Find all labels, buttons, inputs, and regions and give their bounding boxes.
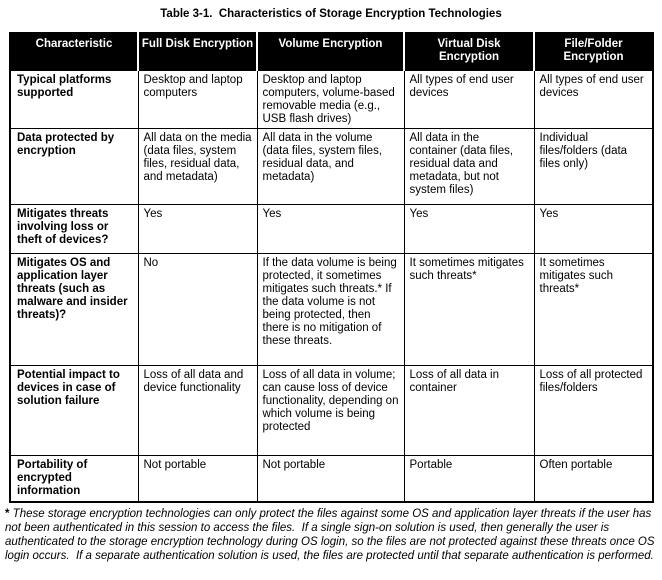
- table-cell: No: [137, 252, 258, 366]
- row-header-cell: Portability of encrypted information: [9, 454, 139, 503]
- table-cell: Portable: [403, 454, 535, 503]
- column-header-characteristic: Characteristic: [9, 32, 139, 71]
- table-cell: Loss of all data in container: [403, 364, 535, 456]
- table-row: Potential impact to devices in case of s…: [9, 364, 654, 456]
- table-row: Data protected by encryption All data on…: [9, 127, 654, 205]
- storage-encryption-table: Characteristic Full Disk Encryption Volu…: [9, 32, 654, 503]
- table-cell: Individual files/folders (data files onl…: [533, 127, 654, 205]
- column-header-volume-encryption: Volume Encryption: [256, 32, 405, 71]
- table-cell: All data in the volume (data files, syst…: [256, 127, 405, 205]
- row-header-cell: Mitigates threats involving loss or thef…: [9, 203, 139, 254]
- column-header-file-folder-encryption: File/Folder Encryption: [533, 32, 654, 71]
- table-cell: Desktop and laptop computers: [137, 69, 258, 129]
- row-header-cell: Typical platforms supported: [9, 69, 139, 129]
- table-cell: It sometimes mitigates such threats*: [403, 252, 535, 366]
- footnote-text: These storage encryption technologies ca…: [5, 508, 658, 562]
- column-header-virtual-disk-encryption: Virtual Disk Encryption: [403, 32, 535, 71]
- table-cell: All types of end user devices: [403, 69, 535, 129]
- table-row: Portability of encrypted information Not…: [9, 454, 654, 503]
- document-page: Table 3-1. Characteristics of Storage En…: [0, 8, 662, 580]
- row-header-cell: Data protected by encryption: [9, 127, 139, 205]
- table-cell: Yes: [403, 203, 535, 254]
- row-header-cell: Potential impact to devices in case of s…: [9, 364, 139, 456]
- table-cell: Not portable: [256, 454, 405, 503]
- table-row: Mitigates OS and application layer threa…: [9, 252, 654, 366]
- column-header-full-disk-encryption: Full Disk Encryption: [137, 32, 258, 71]
- table-cell: Loss of all data in volume; can cause lo…: [256, 364, 405, 456]
- row-header-cell: Mitigates OS and application layer threa…: [9, 252, 139, 366]
- table-cell: Not portable: [137, 454, 258, 503]
- table-cell: It sometimes mitigates such threats*: [533, 252, 654, 366]
- table-cell: All types of end user devices: [533, 69, 654, 129]
- table-cell: Yes: [256, 203, 405, 254]
- table-cell: If the data volume is being protected, i…: [256, 252, 405, 366]
- table-cell: Yes: [137, 203, 258, 254]
- table-cell: Desktop and laptop computers, volume-bas…: [256, 69, 405, 129]
- table-header: Characteristic Full Disk Encryption Volu…: [9, 32, 654, 71]
- table-cell: Often portable: [533, 454, 654, 503]
- table-cell: All data on the media (data files, syste…: [137, 127, 258, 205]
- footnote: * These storage encryption technologies …: [5, 507, 657, 563]
- footnote-asterisk: *: [5, 508, 10, 520]
- table-cell: All data in the container (data files, r…: [403, 127, 535, 205]
- table-cell: Loss of all protected files/folders: [533, 364, 654, 456]
- table-header-row: Characteristic Full Disk Encryption Volu…: [9, 32, 654, 71]
- table-cell: Yes: [533, 203, 654, 254]
- table-cell: Loss of all data and device functionalit…: [137, 364, 258, 456]
- table-row: Mitigates threats involving loss or thef…: [9, 203, 654, 254]
- table-row: Typical platforms supported Desktop and …: [9, 69, 654, 129]
- table-body: Typical platforms supported Desktop and …: [9, 69, 654, 503]
- table-title: Table 3-1. Characteristics of Storage En…: [160, 8, 502, 20]
